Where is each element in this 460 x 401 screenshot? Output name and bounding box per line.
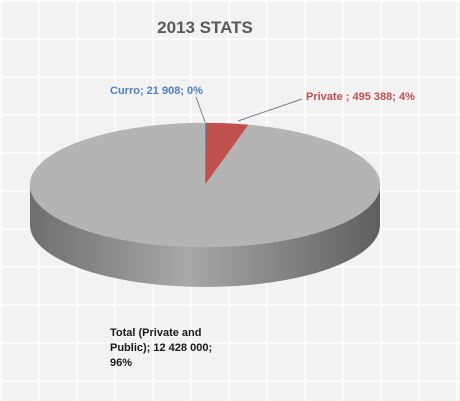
pie-slice	[29, 122, 381, 248]
pie-side	[30, 185, 380, 287]
chart-title: 2013 STATS	[157, 18, 253, 37]
data-label: Curro; 21 908; 0%	[110, 85, 203, 97]
leader-line	[237, 98, 303, 122]
leader-line	[195, 96, 206, 123]
data-label: Private ; 495 388; 4%	[306, 91, 415, 103]
data-label: Total (Private and Public); 12 428 000; …	[110, 327, 213, 369]
